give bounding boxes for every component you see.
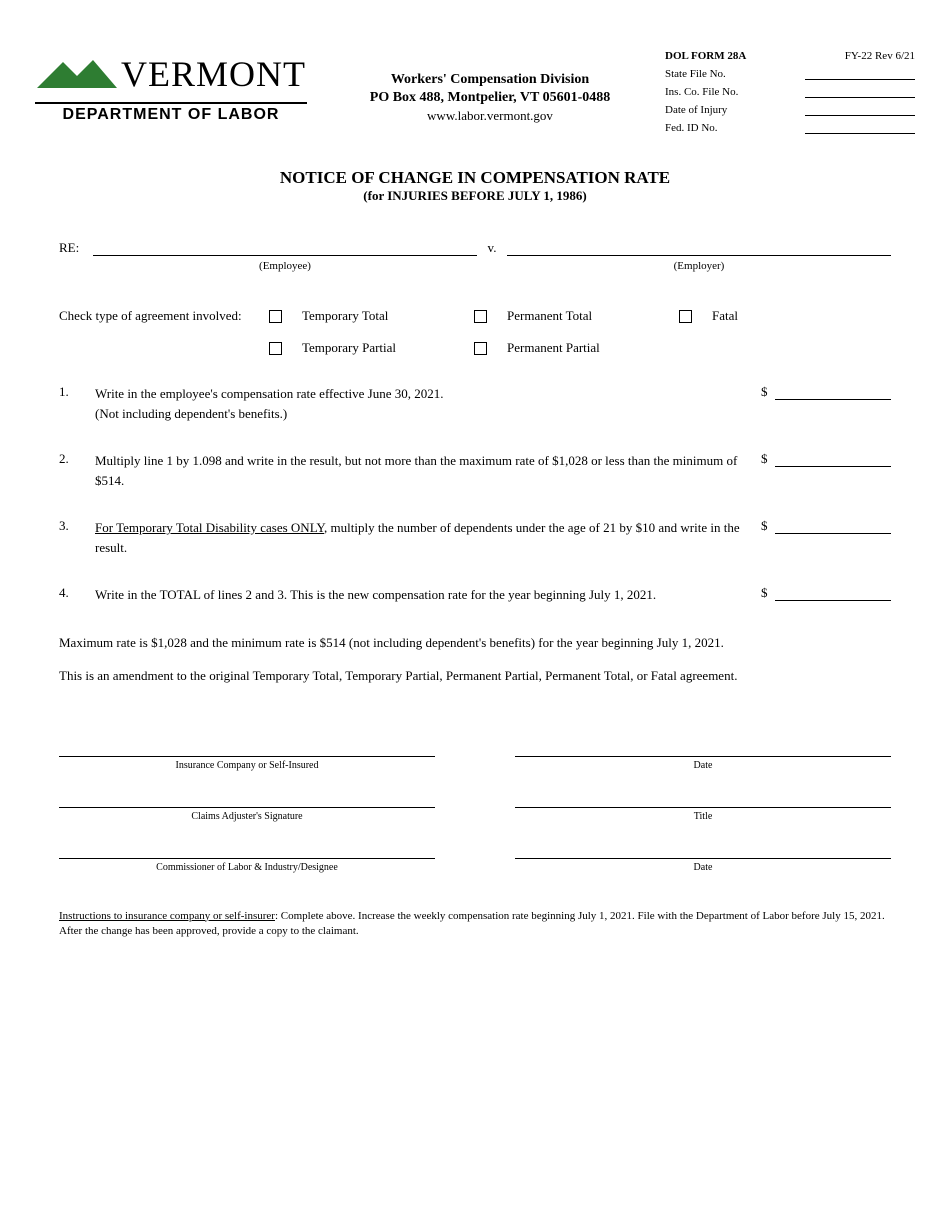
logo-block: VERMONT DEPARTMENT OF LABOR <box>35 50 315 124</box>
checkbox-label: Permanent Total <box>507 308 592 324</box>
para-amendment: This is an amendment to the original Tem… <box>59 666 891 686</box>
item-3: 3. For Temporary Total Disability cases … <box>59 518 891 557</box>
content-area: RE: v. (Employee) (Employer) Check type … <box>35 238 915 939</box>
info-paragraphs: Maximum rate is $1,028 and the minimum r… <box>59 633 891 686</box>
insurance-company-caption: Insurance Company or Self-Insured <box>59 760 435 771</box>
date-of-injury-field[interactable] <box>805 102 915 116</box>
title-sub: (for INJURIES BEFORE JULY 1, 1986) <box>35 188 915 204</box>
ins-co-file-no-field[interactable] <box>805 84 915 98</box>
item-body: Write in the TOTAL of lines 2 and 3. Thi… <box>95 585 761 605</box>
amount-field-1[interactable] <box>775 384 891 400</box>
state-file-no-field[interactable] <box>805 66 915 80</box>
item-number: 2. <box>59 451 95 467</box>
amount-field-4[interactable] <box>775 585 891 601</box>
item-4: 4. Write in the TOTAL of lines 2 and 3. … <box>59 585 891 605</box>
signature-section: Insurance Company or Self-Insured Date C… <box>59 756 891 873</box>
logo-department-text: DEPARTMENT OF LABOR <box>35 106 307 124</box>
agreement-type-label: Check type of agreement involved: <box>59 308 269 324</box>
adjuster-signature-caption: Claims Adjuster's Signature <box>59 811 435 822</box>
checkbox-icon <box>474 310 487 323</box>
checkbox-label: Permanent Partial <box>507 340 600 356</box>
versus-label: v. <box>477 240 507 256</box>
item-number: 1. <box>59 384 95 400</box>
item-1: 1. Write in the employee's compensation … <box>59 384 891 423</box>
date-caption-1: Date <box>515 760 891 771</box>
insurance-company-field[interactable] <box>59 756 435 757</box>
checkbox-icon <box>269 342 282 355</box>
dollar-sign: $ <box>761 585 775 601</box>
commissioner-field[interactable] <box>59 858 435 859</box>
checkbox-label: Temporary Total <box>302 308 388 324</box>
adjuster-signature-field[interactable] <box>59 807 435 808</box>
checkbox-temporary-total[interactable]: Temporary Total <box>269 308 474 324</box>
amount-field-2[interactable] <box>775 451 891 467</box>
checkbox-icon <box>269 310 282 323</box>
checkbox-icon <box>474 342 487 355</box>
title-main: NOTICE OF CHANGE IN COMPENSATION RATE <box>35 168 915 188</box>
item-number: 3. <box>59 518 95 534</box>
employee-caption: (Employee) <box>93 260 477 272</box>
title-block: NOTICE OF CHANGE IN COMPENSATION RATE (f… <box>35 168 915 204</box>
checkbox-icon <box>679 310 692 323</box>
employer-caption: (Employer) <box>507 260 891 272</box>
dollar-sign: $ <box>761 451 775 467</box>
date-of-injury-label: Date of Injury <box>665 104 727 116</box>
agreement-type-row: Check type of agreement involved: Tempor… <box>59 308 891 356</box>
re-label: RE: <box>59 240 93 256</box>
dollar-sign: $ <box>761 384 775 400</box>
header-center: Workers' Compensation Division PO Box 48… <box>315 50 665 124</box>
logo-divider <box>35 102 307 104</box>
item-1-amount: $ <box>761 384 891 400</box>
checkbox-fatal[interactable]: Fatal <box>679 308 799 324</box>
checkbox-temporary-partial[interactable]: Temporary Partial <box>269 340 474 356</box>
form-number: DOL FORM 28A <box>665 50 746 62</box>
svg-text:VERMONT: VERMONT <box>121 54 306 92</box>
instructions-lead: Instructions to insurance company or sel… <box>59 910 275 922</box>
date-field-2[interactable] <box>515 858 891 859</box>
employer-field[interactable] <box>507 238 891 256</box>
re-row: RE: v. <box>59 238 891 256</box>
item-2: 2. Multiply line 1 by 1.098 and write in… <box>59 451 891 490</box>
instructions: Instructions to insurance company or sel… <box>59 909 891 940</box>
dollar-sign: $ <box>761 518 775 534</box>
item-body: Write in the employee's compensation rat… <box>95 384 761 423</box>
fed-id-no-field[interactable] <box>805 120 915 134</box>
fed-id-no-label: Fed. ID No. <box>665 122 718 134</box>
numbered-list: 1. Write in the employee's compensation … <box>59 384 891 605</box>
re-captions: (Employee) (Employer) <box>59 260 891 272</box>
amount-field-3[interactable] <box>775 518 891 534</box>
item-body: Multiply line 1 by 1.098 and write in th… <box>95 451 761 490</box>
item-number: 4. <box>59 585 95 601</box>
item-2-amount: $ <box>761 451 891 467</box>
division-website: www.labor.vermont.gov <box>315 108 665 124</box>
sig-row-2: Claims Adjuster's Signature Title <box>59 807 891 822</box>
item-4-amount: $ <box>761 585 891 601</box>
commissioner-caption: Commissioner of Labor & Industry/Designe… <box>59 862 435 873</box>
checkbox-label: Temporary Partial <box>302 340 396 356</box>
ins-co-file-no-label: Ins. Co. File No. <box>665 86 738 98</box>
date-field-1[interactable] <box>515 756 891 757</box>
employee-field[interactable] <box>93 238 477 256</box>
title-field[interactable] <box>515 807 891 808</box>
state-file-no-label: State File No. <box>665 68 726 80</box>
checkbox-label: Fatal <box>712 308 738 324</box>
vermont-logo-icon: VERMONT <box>35 50 315 92</box>
item-3-amount: $ <box>761 518 891 534</box>
division-name: Workers' Compensation Division <box>315 72 665 88</box>
checkbox-permanent-total[interactable]: Permanent Total <box>474 308 679 324</box>
division-address: PO Box 488, Montpelier, VT 05601-0488 <box>315 90 665 106</box>
title-caption: Title <box>515 811 891 822</box>
para-rates: Maximum rate is $1,028 and the minimum r… <box>59 633 891 653</box>
header-row: VERMONT DEPARTMENT OF LABOR Workers' Com… <box>35 50 915 138</box>
checkbox-permanent-partial[interactable]: Permanent Partial <box>474 340 679 356</box>
date-caption-2: Date <box>515 862 891 873</box>
item-body: For Temporary Total Disability cases ONL… <box>95 518 761 557</box>
sig-row-1: Insurance Company or Self-Insured Date <box>59 756 891 771</box>
form-revision: FY-22 Rev 6/21 <box>845 50 915 62</box>
header-right: DOL FORM 28A FY-22 Rev 6/21 State File N… <box>665 50 915 138</box>
sig-row-3: Commissioner of Labor & Industry/Designe… <box>59 858 891 873</box>
